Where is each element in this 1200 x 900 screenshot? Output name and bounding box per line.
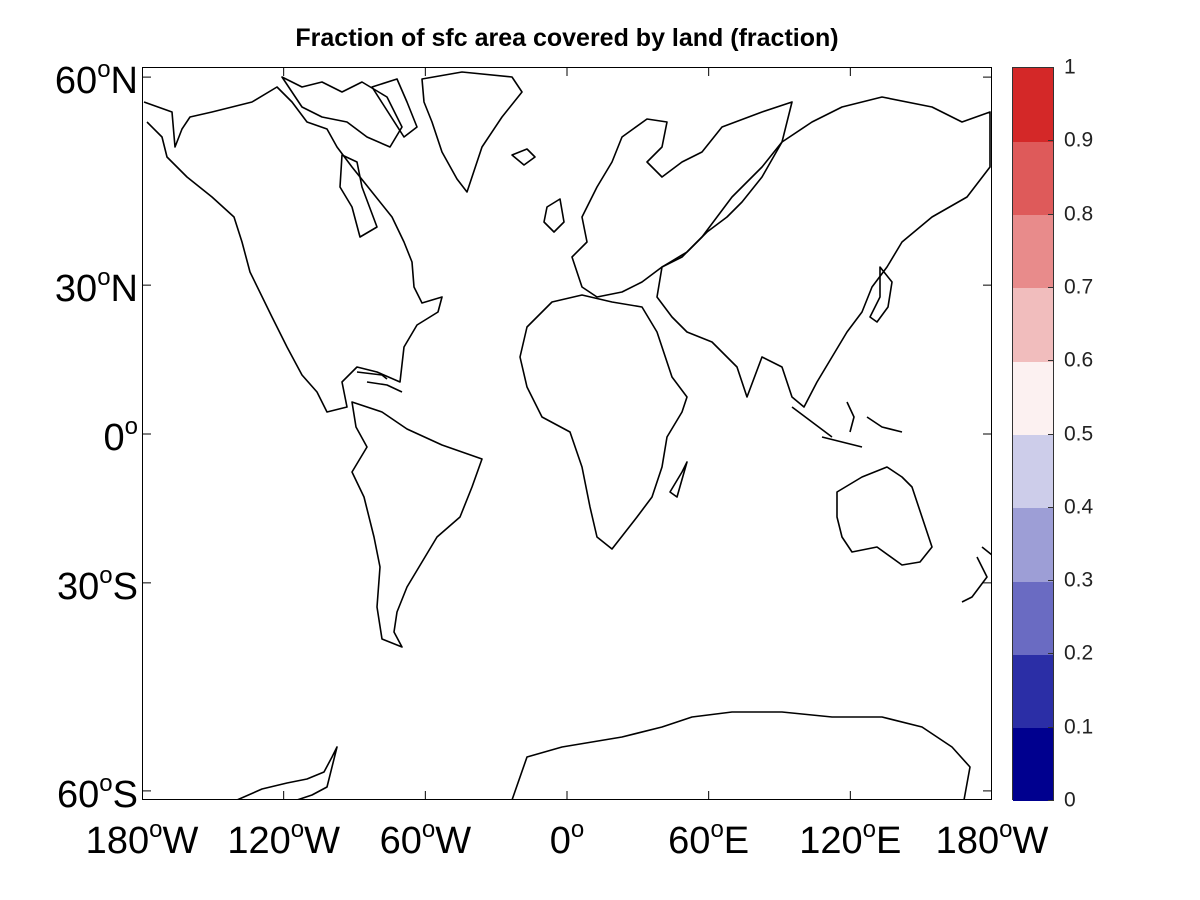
colorbar-segment-1 [1013, 654, 1053, 729]
colorbar-tick-label-10: 1 [1064, 55, 1076, 79]
colorbar-tick-label-5: 0.5 [1064, 422, 1094, 445]
colorbar-segment-2 [1013, 581, 1053, 655]
colorbar-tick-7 [1048, 286, 1054, 288]
coastline-caribbean [356, 371, 403, 393]
coastline-uk [543, 198, 565, 233]
colorbar-tick-label-4: 0.4 [1064, 495, 1094, 519]
coastline-greenland [421, 71, 523, 193]
coastlines [143, 71, 992, 800]
colorbar-segment-5 [1013, 361, 1053, 435]
colorbar-tick-label-6: 0.6 [1064, 348, 1094, 372]
colorbar-tick-10 [1048, 67, 1054, 68]
coastline-antarctica [511, 711, 971, 800]
coastline-europe [571, 101, 793, 298]
world-map [142, 67, 992, 800]
coastline-japan [869, 266, 893, 323]
coastline-north-america [143, 86, 443, 413]
colorbar-segment-7 [1013, 214, 1053, 289]
colorbar-tick-label-1: 0.1 [1064, 715, 1094, 739]
coastline-australia [836, 466, 933, 566]
colorbar-tick-label-8: 0.8 [1064, 202, 1094, 226]
colorbar-tick-8 [1048, 213, 1054, 215]
colorbar-tick-label-7: 0.7 [1064, 275, 1094, 299]
coastline-antarctic-peninsula [236, 746, 338, 800]
lat-label-0: 60oN [54, 56, 138, 103]
coastline-iceland [511, 148, 536, 166]
lon-label-0: 180oW [85, 816, 199, 862]
colorbar-tick-9 [1048, 140, 1054, 142]
lon-label-4: 60oE [668, 816, 750, 862]
colorbar-tick-4 [1048, 506, 1054, 508]
colorbar-tick-5 [1048, 433, 1054, 435]
map-title: Fraction of sfc area covered by land (fr… [295, 24, 839, 52]
colorbar [1012, 67, 1054, 802]
coastline-africa [519, 294, 688, 550]
lon-label-3: 0o [549, 816, 585, 862]
lat-label-3: 30oS [57, 561, 138, 608]
colorbar-tick-0 [1048, 800, 1054, 801]
colorbar-tick-label-3: 0.3 [1064, 568, 1094, 592]
colorbar-tick-3 [1048, 580, 1054, 582]
map-border [142, 67, 992, 800]
lat-label-1: 30oN [54, 264, 138, 311]
lon-label-2: 60oW [379, 816, 472, 862]
coastline-baffin [371, 78, 418, 138]
coastline-madagascar [669, 461, 688, 498]
coastline-south-america [351, 401, 483, 648]
coastline-hudson-bay [339, 154, 378, 238]
colorbar-tick-label-2: 0.2 [1064, 641, 1094, 665]
colorbar-segment-4 [1013, 434, 1053, 509]
coastline-asia [656, 96, 991, 408]
map-panel[interactable] [142, 67, 992, 800]
lat-label-4: 60oS [57, 769, 138, 816]
colorbar-segment-3 [1013, 507, 1053, 582]
lon-label-6: 180oW [935, 816, 1049, 862]
colorbar-tick-label-9: 0.9 [1064, 128, 1094, 152]
colorbar-segment-6 [1013, 287, 1053, 362]
colorbar-segment-0 [1013, 727, 1053, 802]
coastline-indonesia [791, 401, 903, 448]
colorbar-segment-8 [1013, 141, 1053, 216]
colorbar-tick-2 [1048, 653, 1054, 655]
coastline-arctic-islands [281, 76, 403, 148]
axis-ticks [142, 67, 992, 800]
colorbar-tick-1 [1048, 726, 1054, 728]
lon-label-1: 120oW [227, 816, 340, 862]
colorbar-tick-6 [1048, 360, 1054, 362]
lon-label-5: 120oE [799, 816, 902, 862]
lat-label-2: 0o [103, 413, 139, 459]
colorbar-segment-9 [1013, 68, 1053, 142]
colorbar-tick-label-0: 0 [1064, 788, 1076, 812]
coastline-new-zealand [961, 546, 992, 603]
